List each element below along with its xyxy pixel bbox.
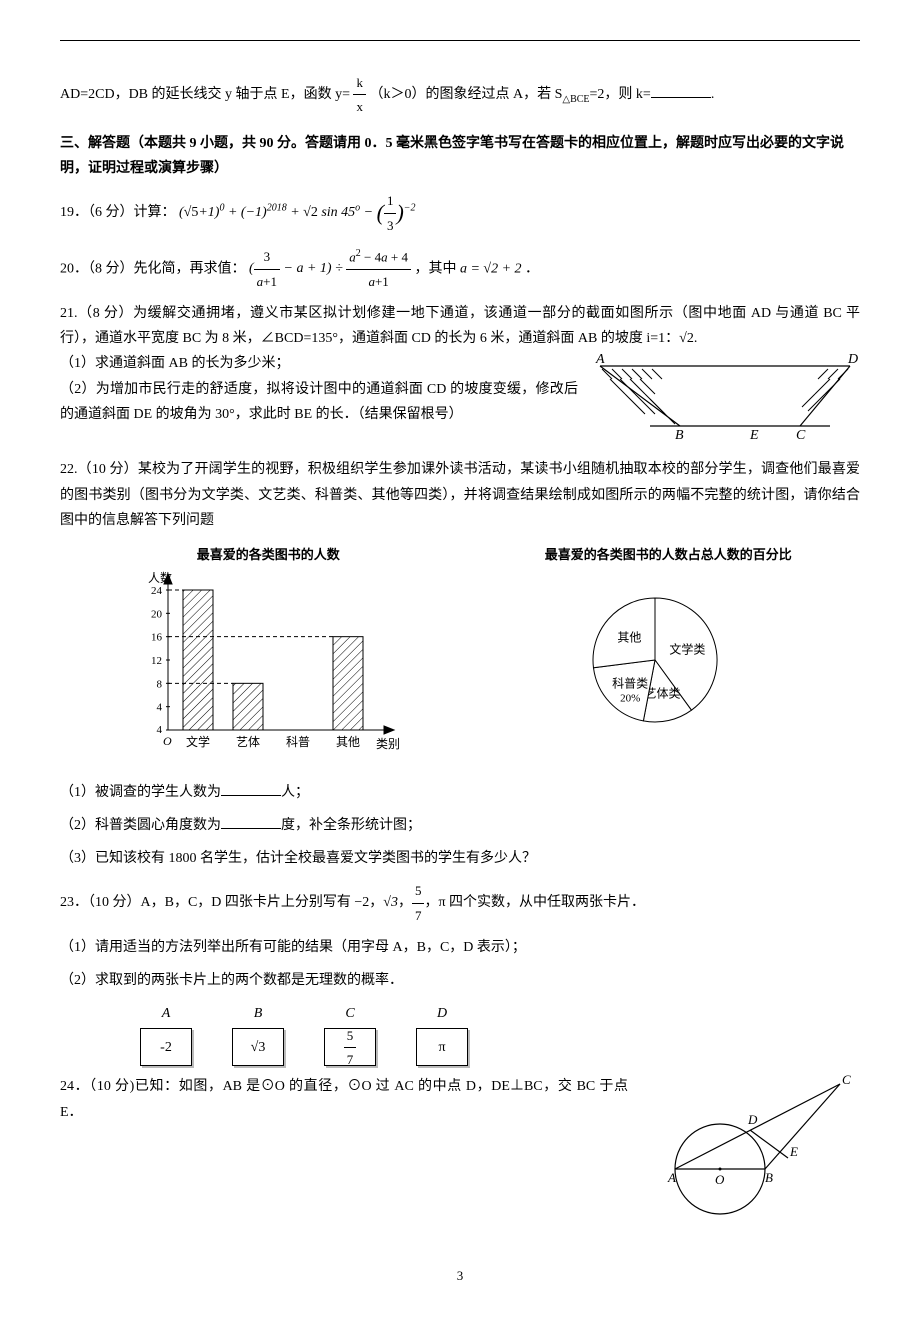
q19: 19．（6 分）计算： (√5+1)0 + (−1)2018 + √2 sin … — [60, 189, 860, 237]
q22-pie-wrap: 最喜爱的各类图书的人数占总人数的百分比 文学类艺体类科普类20%其他 — [545, 543, 792, 760]
q22-s1b: 人； — [281, 785, 309, 800]
svg-text:4: 4 — [157, 724, 163, 736]
q21-label-E: E — [749, 428, 759, 441]
svg-text:24: 24 — [151, 585, 163, 597]
q24-B: B — [765, 1170, 773, 1185]
q21-label-B: B — [675, 428, 684, 441]
q22-pie-chart: 文学类艺体类科普类20%其他 — [545, 570, 765, 750]
q23-s1: （1）请用适当的方法列举出所有可能的结果（用字母 A，B，C，D 表示）； — [60, 935, 860, 960]
svg-text:20%: 20% — [620, 693, 640, 705]
bar-ylabel: 人数 — [148, 570, 172, 585]
page-rule — [60, 40, 860, 41]
q21-label-A: A — [595, 352, 605, 367]
q22-charts: 最喜爱的各类图书的人数 4 4 8 12 16 20 24 人数 类别 — [60, 543, 860, 770]
blank-count[interactable] — [221, 781, 281, 796]
q22-p1: 22.（10 分）某校为了开阔学生的视野，积极组织学生参加课外读书活动，某读书小… — [60, 457, 860, 533]
q19-lead: 19．（6 分）计算： — [60, 205, 176, 220]
q22-bar-title: 最喜爱的各类图书的人数 — [128, 543, 408, 566]
carryover-tail: . — [711, 87, 715, 102]
q22-s1: （1）被调查的学生人数为 人； — [60, 780, 860, 805]
q22-bar-chart: 4 4 8 12 16 20 24 人数 类别 O 文学 艺体 科普 其他 — [128, 570, 408, 760]
q23-p1: 23．（10 分）A，B，C，D 四张卡片上分别写有 −2，√3，57，π 四个… — [60, 879, 860, 927]
svg-text:16: 16 — [151, 632, 163, 644]
page-number: 3 — [60, 1264, 860, 1287]
q21-figure: A D B E C — [590, 351, 860, 441]
bar-xlabel: 类别 — [376, 737, 400, 751]
svg-text:其他: 其他 — [336, 735, 360, 749]
card-A-val: -2 — [140, 1028, 192, 1066]
blank-angle[interactable] — [221, 814, 281, 829]
card-B-label: B — [232, 1001, 284, 1026]
q21-p1: 21.（8 分）为缓解交通拥堵，遵义市某区拟计划修建一地下通道，该通道一部分的截… — [60, 306, 860, 346]
carryover-sub: △BCE — [562, 94, 589, 105]
svg-text:文学类: 文学类 — [669, 642, 705, 657]
svg-text:20: 20 — [151, 609, 163, 621]
q22-pie-title: 最喜爱的各类图书的人数占总人数的百分比 — [545, 543, 792, 566]
frac-num: k — [353, 71, 366, 95]
card-D: D π — [416, 1001, 468, 1066]
svg-text:4: 4 — [157, 702, 163, 714]
q23-cards: A -2 B √3 C 57 D π — [140, 1001, 860, 1066]
carryover-prefix: AD=2CD，DB 的延长线交 y 轴于点 E，函数 y= — [60, 87, 350, 102]
q24: A B C D E O 24．（10 分)已知：如图，AB 是⊙O 的直径，⊙O… — [60, 1074, 860, 1224]
q24-A: A — [667, 1170, 676, 1185]
card-A: A -2 — [140, 1001, 192, 1066]
q22-s2: （2）科普类圆心角度数为 度，补全条形统计图； — [60, 813, 860, 838]
q22-s2a: （2）科普类圆心角度数为 — [60, 818, 221, 833]
q22-s1a: （1）被调查的学生人数为 — [60, 785, 221, 800]
q24-figure: A B C D E O — [640, 1074, 860, 1224]
carryover-mid: （k＞0）的图象经过点 A，若 S — [369, 87, 562, 102]
frac-k-x: k x — [353, 71, 366, 119]
card-C-val: 57 — [324, 1028, 376, 1066]
q21: 21.（8 分）为缓解交通拥堵，遵义市某区拟计划修建一地下通道，该通道一部分的截… — [60, 301, 860, 449]
section-3-title: 三、解答题（本题共 9 小题，共 90 分。答题请用 0．5 毫米黑色签字笔书写… — [60, 131, 860, 181]
svg-text:科普类: 科普类 — [612, 677, 648, 691]
svg-text:艺体: 艺体 — [236, 735, 260, 749]
blank-k[interactable] — [651, 83, 711, 98]
q20-tail: ，其中 a = √2 + 2 ． — [414, 261, 539, 276]
svg-text:O: O — [163, 734, 172, 748]
svg-text:其他: 其他 — [617, 631, 641, 645]
card-D-label: D — [416, 1001, 468, 1026]
q24-D: D — [747, 1112, 758, 1127]
q23-s2: （2）求取到的两张卡片上的两个数都是无理数的概率． — [60, 968, 860, 993]
q20-expr: (3a+1 − a + 1) ÷ a2 − 4a + 4a+1 — [249, 261, 414, 276]
q22-bar-wrap: 最喜爱的各类图书的人数 4 4 8 12 16 20 24 人数 类别 — [128, 543, 408, 770]
carryover-line: AD=2CD，DB 的延长线交 y 轴于点 E，函数 y= k x （k＞0）的… — [60, 71, 860, 119]
frac-den: x — [353, 95, 366, 118]
q21-label-C: C — [796, 428, 806, 441]
q22-s2b: 度，补全条形统计图； — [281, 818, 421, 833]
q24-O: O — [715, 1172, 725, 1187]
card-D-val: π — [416, 1028, 468, 1066]
svg-text:12: 12 — [151, 655, 162, 667]
q20: 20．（8 分）先化简，再求值： (3a+1 − a + 1) ÷ a2 − 4… — [60, 245, 860, 293]
card-B-val: √3 — [232, 1028, 284, 1066]
q19-expr: (√5+1)0 + (−1)2018 + √2 sin 45o − (13)−2 — [179, 205, 416, 220]
svg-text:科普: 科普 — [286, 735, 310, 749]
card-A-label: A — [140, 1001, 192, 1026]
q24-E: E — [789, 1144, 798, 1159]
svg-text:文学: 文学 — [186, 734, 210, 749]
q22-s3: （3）已知该校有 1800 名学生，估计全校最喜爱文学类图书的学生有多少人？ — [60, 846, 860, 871]
card-C: C 57 — [324, 1001, 376, 1066]
q24-C: C — [842, 1074, 851, 1087]
q21-label-D: D — [847, 352, 858, 367]
q20-lead: 20．（8 分）先化简，再求值： — [60, 261, 246, 276]
card-B: B √3 — [232, 1001, 284, 1066]
carryover-after: =2，则 k= — [590, 87, 651, 102]
svg-text:8: 8 — [157, 679, 163, 691]
